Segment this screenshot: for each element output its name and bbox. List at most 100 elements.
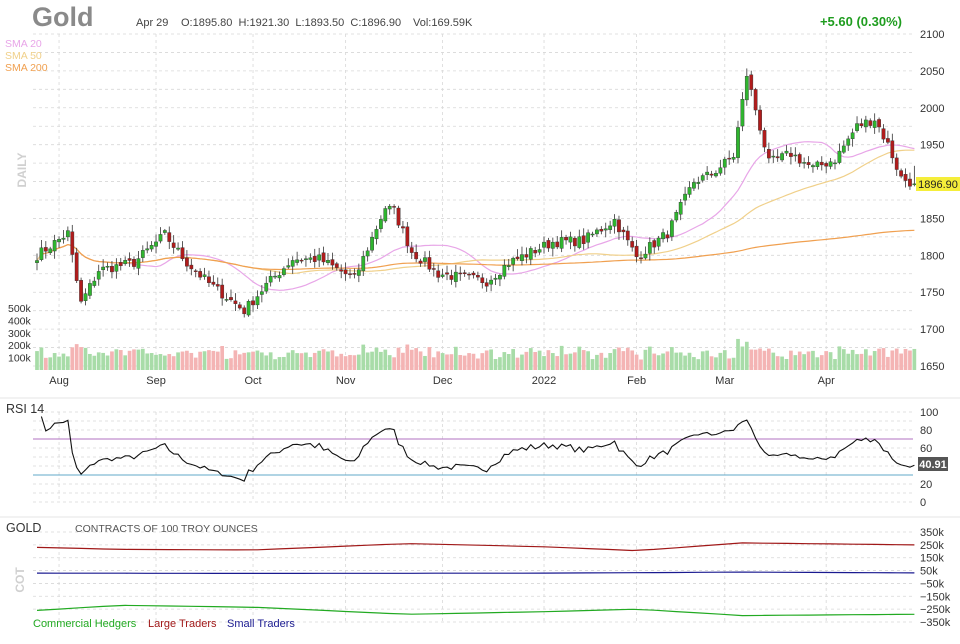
candle-body: [57, 238, 61, 243]
candle-body: [352, 273, 357, 275]
volume-bar: [379, 351, 383, 370]
volume-bar: [61, 353, 66, 370]
volume-bar: [630, 350, 635, 370]
candle-body: [361, 256, 366, 272]
candle-body: [255, 296, 260, 306]
candle-body: [304, 258, 308, 260]
volume-bar: [145, 353, 150, 370]
volume-bar: [290, 350, 295, 370]
volume-bar: [850, 349, 855, 370]
candle-body: [476, 275, 480, 278]
volume-bar: [52, 353, 57, 370]
candle-body: [828, 161, 833, 167]
candle-body: [202, 274, 207, 277]
candle-body: [356, 269, 361, 276]
candle-body: [789, 152, 793, 157]
volume-bar: [330, 350, 335, 370]
volume-bar: [484, 350, 489, 370]
candle-body: [669, 220, 674, 237]
candle-body: [237, 304, 242, 309]
volume-bar: [70, 347, 75, 370]
volume-bar: [370, 351, 374, 370]
candle-body: [784, 150, 789, 154]
volume-bar: [308, 357, 313, 370]
cot-series-line: [36, 542, 915, 552]
volume-bar: [321, 349, 326, 370]
candle-body: [458, 272, 463, 275]
volume-bar: [299, 353, 304, 370]
volume-bar: [744, 341, 749, 370]
candle-body: [502, 264, 507, 277]
volume-bar: [731, 357, 736, 370]
candle-body: [193, 270, 198, 272]
volume-bar: [348, 354, 352, 370]
volume-bar: [132, 349, 136, 370]
candle-body: [471, 272, 476, 276]
volume-bar: [189, 352, 194, 370]
volume-bar: [573, 352, 577, 370]
candle-body: [431, 268, 436, 270]
header-date: Apr 29: [136, 17, 168, 29]
volume-bar: [692, 357, 696, 370]
price-tick-label: 1700: [920, 324, 944, 336]
volume-bar: [233, 350, 238, 370]
volume-bar: [824, 351, 829, 370]
volume-bar: [780, 356, 784, 370]
candle-body: [43, 247, 48, 252]
candle-body: [771, 155, 776, 158]
candle-body: [665, 234, 670, 239]
candle-body: [612, 219, 617, 227]
candle-body: [127, 258, 132, 261]
candle-body: [445, 272, 449, 275]
candle-body: [674, 212, 679, 221]
legend-sma200: SMA 200: [5, 62, 48, 74]
candle-body: [149, 245, 154, 250]
volume-bar: [833, 359, 837, 370]
candle-body: [405, 226, 410, 247]
candle-body: [727, 157, 732, 160]
volume-bar: [828, 352, 833, 370]
volume-bar: [207, 350, 211, 370]
candle-body: [290, 260, 295, 267]
volume-bar: [599, 352, 604, 370]
volume-bar: [295, 353, 299, 370]
volume-bar: [546, 350, 551, 370]
volume-bar: [590, 359, 595, 370]
candle-body: [74, 252, 79, 281]
volume-bar: [220, 345, 225, 370]
candle-body: [88, 283, 92, 296]
volume-bar: [282, 356, 286, 370]
cot-plot: [36, 542, 915, 617]
candle-body: [211, 281, 216, 285]
last-price-label: 1896.90: [918, 179, 958, 191]
volume-bar: [612, 349, 617, 370]
volume-bar: [841, 349, 846, 370]
volume-bar: [775, 356, 780, 370]
candle-body: [317, 254, 322, 261]
candle-body: [912, 183, 917, 186]
volume-bar: [286, 352, 291, 370]
volume-bar: [877, 348, 881, 370]
volume-bar: [396, 347, 401, 370]
volume-bar: [334, 356, 339, 370]
candle-body: [643, 253, 648, 259]
candle-body: [493, 277, 498, 280]
month-tick-label: Aug: [49, 375, 69, 387]
candle-body: [348, 273, 352, 275]
candle-body: [617, 219, 621, 233]
volume-bar: [392, 357, 396, 370]
candle-body: [700, 175, 705, 181]
candle-body: [661, 232, 665, 240]
volume-bar: [140, 348, 145, 370]
volume-bar: [656, 355, 661, 370]
month-tick-label: 2022: [532, 375, 556, 387]
candle-body: [365, 250, 370, 257]
volume-bar: [837, 346, 842, 370]
volume-bar: [815, 357, 820, 370]
candle-body: [286, 265, 291, 268]
volume-bar: [908, 350, 912, 370]
candle-body: [590, 233, 595, 236]
candle-body: [229, 297, 233, 301]
